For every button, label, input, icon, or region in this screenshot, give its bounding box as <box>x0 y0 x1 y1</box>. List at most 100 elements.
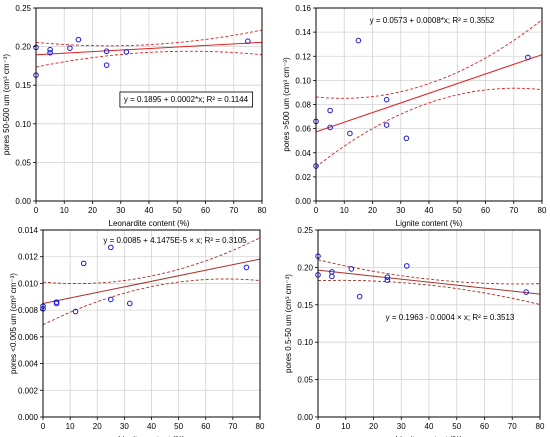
confidence-band-upper <box>315 19 543 99</box>
x-axis-label: Lignite content (%) <box>118 435 185 437</box>
y-tick-label: 0.012 <box>18 253 39 262</box>
regression-equation: y = 0.0085 + 4.1475E-5 × x; R² = 0.3105 <box>103 236 247 245</box>
data-point <box>53 299 60 305</box>
x-tick-label: 50 <box>174 422 183 431</box>
confidence-band-lower <box>315 87 543 168</box>
regression-equation: y = 0.1963 - 0.0004 × x; R² = 0.3513 <box>386 313 515 322</box>
x-tick-label: 20 <box>93 422 102 431</box>
x-tick-label: 10 <box>341 422 350 431</box>
x-tick-label: 10 <box>60 206 69 215</box>
x-tick-label: 80 <box>536 422 545 431</box>
y-axis-label: pores 50-500 um (cm³ cm⁻³) <box>2 54 11 155</box>
x-tick-label: 30 <box>396 206 405 215</box>
data-point <box>127 300 133 307</box>
data-point <box>329 273 335 280</box>
x-tick-label: 0 <box>316 422 321 431</box>
x-tick-label: 0 <box>41 422 46 431</box>
x-tick-label: 30 <box>120 422 129 431</box>
y-tick-label: 0.00 <box>297 413 313 422</box>
confidence-band-lower <box>317 279 541 306</box>
data-point <box>356 293 363 300</box>
y-tick-label: 0.12 <box>295 52 311 61</box>
data-point <box>72 308 79 315</box>
y-tick-label: 0.10 <box>15 120 31 129</box>
y-tick-label: 0.05 <box>15 158 31 167</box>
regression-equation: y = 0.0573 + 0.0008*x; R² = 0.3552 <box>370 16 495 25</box>
chart-panel-1: 0 10 20 30 40 50 60 70 80 0.00 0.05 0.10 0.15 0.20 0.2… <box>2 4 267 228</box>
chart-panel-3: 0 10 20 30 40 50 60 70 80 0.000 0.002 0.004 0.006 0.0… <box>9 226 265 437</box>
y-tick-label: 0.15 <box>297 301 313 310</box>
y-tick-label: 0.16 <box>295 4 311 13</box>
regression-line <box>317 269 541 295</box>
confidence-band-lower <box>42 278 261 326</box>
data-point <box>383 96 390 103</box>
x-tick-label: 50 <box>453 206 462 215</box>
equation-box <box>119 91 254 108</box>
y-tick-label: 0.014 <box>18 226 39 235</box>
y-tick-label: 0.20 <box>15 43 31 52</box>
data-point <box>403 135 410 142</box>
x-tick-label: 60 <box>201 206 210 215</box>
plot-frame <box>317 229 541 418</box>
data-point <box>123 49 130 55</box>
plot-frame <box>315 7 543 202</box>
regression-line <box>42 258 261 304</box>
y-tick-label: 0.10 <box>297 338 313 347</box>
data-point <box>67 45 73 51</box>
x-tick-label: 80 <box>258 206 267 215</box>
x-axis-label: Leonardite content (%) <box>109 219 190 228</box>
x-tick-label: 60 <box>481 206 490 215</box>
y-tick-label: 0.10 <box>295 76 311 85</box>
confidence-band-upper <box>317 259 541 285</box>
x-tick-label: 80 <box>538 206 547 215</box>
y-tick-label: 0.04 <box>295 149 311 158</box>
data-point <box>47 49 53 56</box>
x-axis-label: Lignite content (%) <box>396 435 463 437</box>
data-point <box>75 36 82 43</box>
y-tick-label: 0.006 <box>18 333 39 342</box>
x-tick-label: 50 <box>173 206 182 215</box>
x-tick-label: 70 <box>228 422 237 431</box>
data-point <box>404 263 410 269</box>
data-point <box>108 296 114 303</box>
data-point <box>384 274 391 280</box>
y-tick-label: 0.25 <box>15 4 31 13</box>
y-tick-label: 0.010 <box>18 279 39 288</box>
x-tick-label: 40 <box>425 422 434 431</box>
y-axis-label: pores >500 um (cm³ cm⁻³) <box>282 57 291 152</box>
confidence-band-upper <box>42 237 261 285</box>
chart-panel-4: 0 10 20 30 40 50 60 70 80 0.00 0.05 0.10 0.15 0.20 0.2… <box>284 226 545 437</box>
y-tick-label: 0.004 <box>18 360 39 369</box>
x-tick-label: 70 <box>508 422 517 431</box>
data-point <box>108 244 114 251</box>
x-tick-label: 70 <box>229 206 238 215</box>
x-tick-label: 20 <box>88 206 97 215</box>
y-tick-label: 0.06 <box>295 125 311 134</box>
data-point <box>525 54 531 61</box>
x-tick-label: 40 <box>425 206 434 215</box>
data-point <box>327 124 333 131</box>
chart-panel-2: 0 10 20 30 40 50 60 70 80 0.00 0.02 0.04 0.06 0.08 0.1… <box>282 4 547 228</box>
x-tick-label: 0 <box>314 206 319 215</box>
x-tick-label: 40 <box>147 422 156 431</box>
x-tick-label: 40 <box>145 206 154 215</box>
y-tick-label: 0.00 <box>15 197 31 206</box>
x-tick-label: 80 <box>256 422 265 431</box>
data-point <box>384 277 391 283</box>
data-point <box>245 38 251 44</box>
data-point <box>103 48 110 55</box>
data-point <box>103 62 110 68</box>
data-point <box>348 266 355 272</box>
data-point <box>347 130 353 137</box>
y-tick-label: 0.000 <box>18 413 39 422</box>
y-tick-label: 0.25 <box>297 226 313 235</box>
x-tick-label: 0 <box>34 206 39 215</box>
data-point <box>243 264 250 271</box>
x-tick-label: 20 <box>368 206 377 215</box>
y-axis-label: pores 0.5-50 um (cm³ cm⁻³) <box>284 274 293 373</box>
y-tick-label: 0.08 <box>295 101 311 110</box>
y-axis-label: pores <0.005 um (cm³ cm⁻³) <box>9 273 18 374</box>
x-tick-label: 10 <box>340 206 349 215</box>
y-tick-label: 0.008 <box>18 306 39 315</box>
